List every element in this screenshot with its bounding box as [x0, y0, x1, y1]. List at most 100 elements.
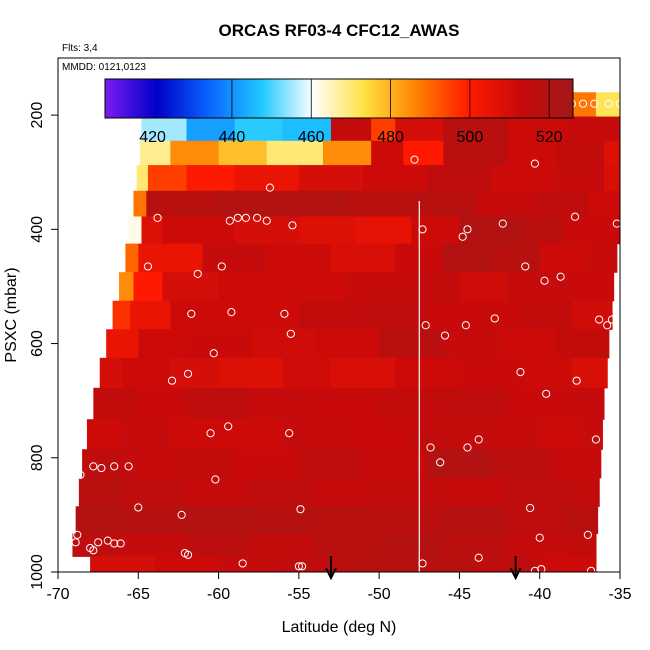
- heatmap-cell: [475, 300, 525, 330]
- heatmap-cell: [443, 243, 493, 273]
- plot-frame: [57, 57, 621, 573]
- heatmap-cell: [282, 357, 332, 389]
- heatmap-cell: [186, 477, 252, 507]
- sample-point: [530, 159, 539, 168]
- heatmap-cell: [555, 329, 610, 359]
- heatmap-cell: [523, 216, 565, 245]
- sample-point: [516, 368, 525, 377]
- sample-point: [217, 262, 226, 271]
- sample-point: [110, 539, 119, 548]
- heatmap-cell: [106, 329, 139, 359]
- heatmap-cell: [112, 300, 131, 330]
- sample-point: [76, 470, 85, 480]
- heatmap-cell: [563, 533, 597, 557]
- sample-point: [296, 505, 305, 514]
- heatmap-cell: [314, 329, 380, 359]
- heatmap-cell: [186, 533, 252, 557]
- heatmap-cell: [603, 165, 620, 192]
- sample-point: [607, 315, 617, 324]
- heatmap-cell: [443, 533, 509, 557]
- sample-point: [280, 309, 289, 318]
- heatmap-cell: [136, 165, 149, 192]
- heatmap-cell: [459, 216, 525, 245]
- sample-point: [265, 183, 275, 192]
- x-tick-label: -45: [448, 586, 471, 603]
- sample-point: [578, 99, 588, 108]
- heatmap-cell: [491, 165, 557, 192]
- plot-area: [57, 57, 621, 581]
- heatmap-layers: [72, 92, 620, 572]
- heatmap-cell: [475, 419, 541, 450]
- sample-point: [591, 435, 601, 444]
- sample-point: [89, 462, 98, 471]
- heatmap-cell: [443, 477, 509, 507]
- heatmap-cell: [330, 116, 372, 142]
- heatmap-cell: [99, 357, 123, 389]
- x-tick-label: -60: [207, 586, 230, 603]
- sample-point: [570, 212, 580, 221]
- heatmap-cell: [170, 419, 228, 450]
- heatmap-cell: [186, 387, 252, 420]
- sample-point: [490, 314, 499, 323]
- heatmap-cell: [122, 419, 171, 450]
- sample-point: [572, 376, 581, 385]
- sample-point: [421, 321, 430, 330]
- heatmap-cell: [379, 506, 444, 535]
- heatmap-cell: [154, 556, 220, 572]
- sample-point: [225, 216, 234, 225]
- heatmap-cell: [539, 556, 597, 572]
- heatmap-cell: [170, 140, 220, 166]
- heatmap-cell: [403, 140, 444, 166]
- heatmap-cell: [363, 165, 428, 192]
- heatmap-cell: [266, 140, 324, 166]
- y-tick-label: 600: [29, 330, 46, 357]
- sample-point: [525, 503, 535, 513]
- heatmap-cell: [363, 300, 428, 330]
- heatmap-cell: [170, 300, 236, 330]
- heatmap-cell: [250, 329, 316, 359]
- heatmap-cell: [395, 116, 444, 142]
- heatmap-cell: [114, 533, 188, 557]
- heatmap-cell: [128, 216, 143, 245]
- sample-point: [238, 559, 247, 568]
- heatmap-cell: [186, 116, 236, 142]
- heatmap-cell: [250, 506, 316, 535]
- sample-point: [183, 550, 193, 559]
- sample-point: [474, 435, 483, 444]
- colorbar-tick-label: 420: [139, 129, 166, 146]
- heatmap-cell: [563, 272, 615, 302]
- heatmap-cell: [459, 272, 509, 302]
- x-tick-label: -55: [287, 586, 310, 603]
- heatmap-cell: [218, 357, 284, 389]
- heatmap-cell: [139, 140, 171, 166]
- heatmap-cell: [314, 387, 380, 420]
- heatmap-cell: [298, 165, 364, 192]
- heatmap-cell: [82, 449, 123, 479]
- heatmap-cell: [282, 190, 348, 218]
- heatmap-cell: [507, 506, 565, 535]
- sample-point: [535, 533, 544, 542]
- heatmap-cell: [218, 140, 268, 166]
- sample-point: [89, 546, 98, 555]
- heatmap-cell: [330, 357, 396, 389]
- heatmap-cell: [133, 190, 147, 218]
- sample-point: [262, 216, 271, 225]
- sample-point: [134, 503, 143, 512]
- heatmap-cell: [347, 556, 412, 572]
- heatmap-cell: [314, 506, 380, 535]
- heatmap-cell: [298, 216, 356, 245]
- heatmap-cell: [379, 477, 444, 507]
- heatmap-cell: [595, 92, 620, 118]
- heatmap-cell: [491, 243, 541, 273]
- sample-point: [410, 155, 419, 164]
- sample-point: [224, 422, 233, 431]
- heatmap-cell: [411, 556, 477, 572]
- heatmap-cell: [218, 272, 284, 302]
- heatmap-cell: [539, 190, 589, 218]
- colorbar-gradient: [104, 78, 574, 119]
- heatmap-cell: [547, 449, 602, 479]
- x-tick-label: -70: [46, 586, 69, 603]
- sample-point: [233, 213, 242, 223]
- sample-point: [153, 213, 162, 223]
